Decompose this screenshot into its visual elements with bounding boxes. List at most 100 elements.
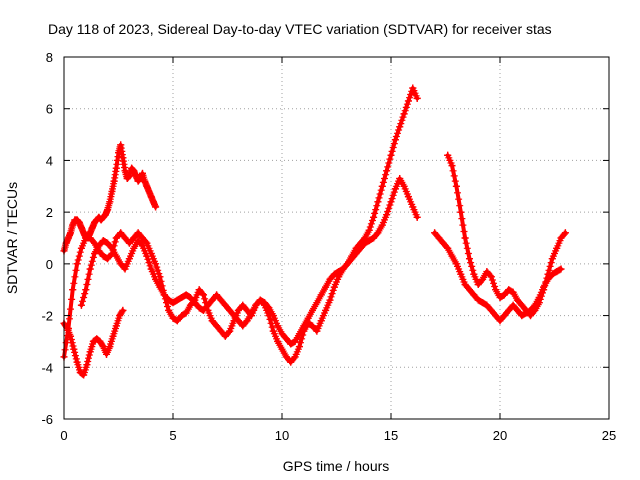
- data-point: [130, 234, 138, 242]
- data-point: [109, 332, 117, 340]
- data-point: [540, 283, 548, 291]
- x-tick-label: 20: [493, 428, 507, 443]
- data-point: [156, 283, 164, 291]
- data-point: [119, 154, 127, 162]
- data-point: [474, 281, 482, 289]
- data-point: [104, 255, 112, 263]
- data-point: [470, 270, 478, 278]
- data-point: [479, 275, 487, 283]
- data-point: [147, 265, 155, 273]
- data-point: [561, 229, 569, 237]
- data-point: [178, 312, 186, 320]
- data-point: [527, 306, 535, 314]
- data-point: [474, 296, 482, 304]
- data-point: [145, 187, 153, 195]
- data-point: [391, 136, 399, 144]
- data-point: [99, 343, 107, 351]
- data-point: [125, 255, 133, 263]
- data-point: [73, 260, 81, 268]
- data-point: [75, 218, 83, 226]
- data-point: [130, 244, 138, 252]
- data-point: [330, 283, 338, 291]
- data-point: [200, 306, 208, 314]
- y-axis-title: SDTVAR / TECUs: [4, 182, 20, 294]
- data-point: [165, 296, 173, 304]
- data-point: [169, 299, 177, 307]
- data-point: [110, 177, 118, 185]
- data-point: [365, 237, 373, 245]
- data-point: [278, 330, 286, 338]
- data-point: [431, 229, 439, 237]
- data-point: [448, 252, 456, 260]
- data-point: [557, 265, 565, 273]
- data-point: [67, 229, 75, 237]
- data-point: [343, 260, 351, 268]
- data-point: [461, 234, 469, 242]
- data-point: [383, 211, 391, 219]
- data-point: [518, 301, 526, 309]
- data-point: [217, 296, 225, 304]
- data-point: [452, 182, 460, 190]
- data-point: [117, 229, 125, 237]
- data-point: [457, 208, 465, 216]
- data-point: [492, 286, 500, 294]
- data-point: [69, 221, 77, 229]
- plus-markers: [431, 229, 565, 325]
- data-point: [487, 306, 495, 314]
- data-point: [278, 345, 286, 353]
- x-axis-title: GPS time / hours: [283, 458, 390, 474]
- y-tick-label: 6: [46, 102, 53, 117]
- data-point: [138, 169, 146, 177]
- data-point: [200, 291, 208, 299]
- data-point: [295, 330, 303, 338]
- data-point: [365, 226, 373, 234]
- data-point: [186, 293, 194, 301]
- data-point: [165, 306, 173, 314]
- data-point: [195, 304, 203, 312]
- y-tick-label: 4: [46, 153, 53, 168]
- series-layer: [60, 84, 569, 379]
- data-point: [80, 371, 88, 379]
- data-point: [125, 239, 133, 247]
- data-point: [80, 229, 88, 237]
- data-point: [374, 198, 382, 206]
- data-point: [121, 234, 129, 242]
- data-point: [470, 291, 478, 299]
- data-point: [82, 286, 90, 294]
- data-point: [409, 203, 417, 211]
- data-point: [125, 172, 133, 180]
- data-point: [77, 301, 85, 309]
- data-point: [439, 239, 447, 247]
- data-point: [370, 234, 378, 242]
- x-tick-label: 15: [384, 428, 398, 443]
- data-point: [287, 340, 295, 348]
- data-point: [274, 322, 282, 330]
- data-point: [435, 234, 443, 242]
- series-trace-d: [77, 175, 421, 348]
- data-point: [191, 299, 199, 307]
- data-point: [483, 268, 491, 276]
- data-point: [309, 322, 317, 330]
- data-point: [115, 149, 122, 157]
- data-point: [317, 317, 325, 325]
- data-point: [213, 322, 221, 330]
- data-point: [457, 270, 465, 278]
- data-point: [404, 193, 412, 201]
- data-point: [322, 306, 330, 314]
- data-point: [274, 337, 282, 345]
- data-point: [221, 332, 229, 340]
- data-point: [73, 358, 81, 366]
- data-point: [261, 299, 269, 307]
- data-point: [152, 260, 160, 268]
- data-point: [378, 221, 386, 229]
- data-point: [391, 185, 399, 193]
- data-point: [247, 309, 255, 317]
- data-point: [265, 304, 273, 312]
- data-point: [234, 317, 242, 325]
- data-point: [348, 255, 356, 263]
- data-point: [361, 239, 369, 247]
- data-point: [378, 182, 386, 190]
- data-point: [522, 309, 530, 317]
- data-point: [330, 270, 338, 278]
- data-point: [103, 350, 111, 358]
